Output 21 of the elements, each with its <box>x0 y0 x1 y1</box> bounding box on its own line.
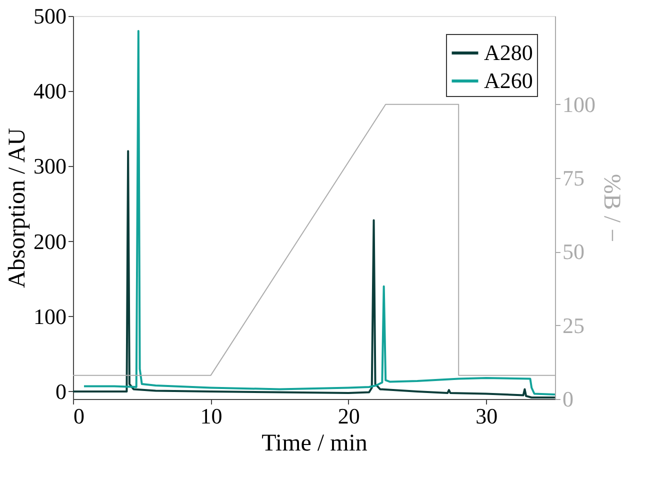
y2-tick-label: 100 <box>562 92 596 117</box>
y-axis-title: Absorption / AU <box>4 128 30 288</box>
y-tick-label: 300 <box>34 154 66 179</box>
legend-label: A260 <box>484 68 533 93</box>
x-axis-title: Time / min <box>262 430 368 456</box>
y-tick-label: 200 <box>34 228 66 254</box>
y-tick-label: 400 <box>34 78 66 104</box>
x-tick-label: 20 <box>338 404 360 428</box>
x-tick-label: 0 <box>74 404 84 428</box>
legend-label: A280 <box>484 40 533 65</box>
y2-axis-title: %B / − <box>598 174 624 242</box>
y2-tick-label: 50 <box>562 239 584 264</box>
y2-tick-label: 75 <box>562 166 584 191</box>
y2-tick-label: 25 <box>562 312 584 338</box>
line-series <box>83 30 556 396</box>
y-tick-label: 100 <box>34 304 66 329</box>
y2-tick-label: 0 <box>562 386 574 412</box>
x-tick-label: 30 <box>476 404 498 428</box>
y-tick-label: 0 <box>56 378 66 404</box>
y-tick-label: 500 <box>34 4 66 28</box>
x-tick-label: 10 <box>200 404 222 428</box>
